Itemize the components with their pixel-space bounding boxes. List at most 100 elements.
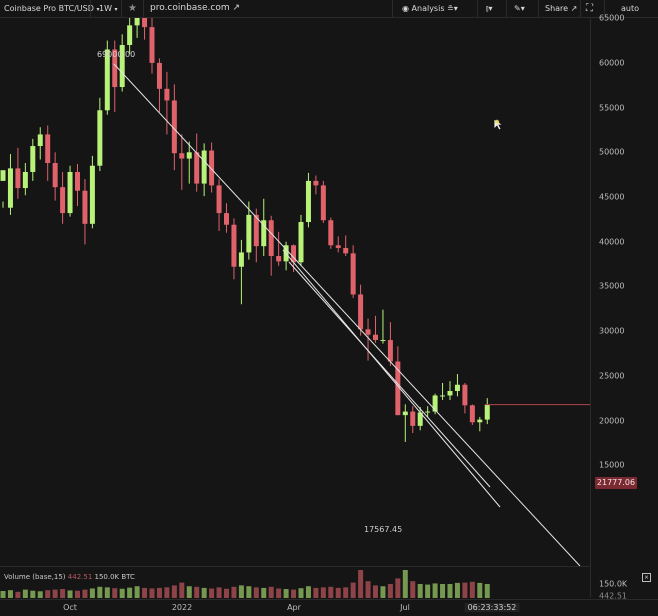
- volume-bar: [127, 587, 133, 598]
- volume-bar: [97, 586, 103, 598]
- volume-bar: [358, 570, 364, 598]
- candle-body: [343, 247, 349, 254]
- volume-value: 442.51: [67, 573, 93, 581]
- volume-bars: [0, 570, 490, 598]
- star-icon[interactable]: ★: [128, 3, 137, 14]
- external-link-icon: ↗: [232, 3, 241, 13]
- candle-body: [313, 180, 319, 186]
- trend-line[interactable]: [288, 261, 491, 488]
- candlestick-chart[interactable]: [0, 18, 590, 566]
- volume-bar: [52, 589, 58, 598]
- price-axis[interactable]: 7000065000600005500050000450004000035000…: [590, 14, 658, 601]
- candle-body: [261, 220, 267, 247]
- collapse-icon[interactable]: ⨯: [642, 573, 651, 582]
- volume-bar: [291, 589, 297, 598]
- volume-bar: [283, 589, 289, 598]
- volume-bar: [179, 582, 185, 598]
- share-label: Share: [545, 4, 569, 13]
- volume-bar: [305, 586, 311, 598]
- volume-axis-bottom: 442.51: [599, 591, 627, 601]
- candle-body: [156, 62, 162, 89]
- volume-bar: [320, 587, 326, 598]
- candle: [149, 18, 155, 74]
- candle-body: [45, 134, 51, 164]
- candle-body: [75, 171, 80, 191]
- candle-body: [104, 49, 110, 111]
- divider: [506, 0, 507, 17]
- time-label-jul: Jul: [400, 603, 410, 612]
- candle: [358, 284, 364, 336]
- volume-bar: [45, 590, 51, 598]
- price-chart[interactable]: 69000.00 17567.45: [0, 18, 590, 566]
- volume-bar: [156, 587, 162, 598]
- candle: [335, 236, 341, 253]
- volume-bar: [75, 590, 80, 598]
- volume-bar: [343, 587, 349, 598]
- chevron-down-icon: ▾: [96, 6, 100, 13]
- candle: [395, 346, 401, 416]
- candle-body: [194, 152, 200, 184]
- volume-bar: [216, 587, 222, 598]
- pen-icon[interactable]: ✎▾: [514, 4, 525, 13]
- candle: [313, 175, 319, 195]
- candle-body: [134, 18, 140, 26]
- analysis-button[interactable]: ◉ Analysis ≞▾: [402, 0, 458, 17]
- volume-bar: [380, 586, 386, 598]
- candle-body: [253, 214, 259, 247]
- interval-selector[interactable]: 1W ▾: [99, 0, 118, 17]
- candle-body: [462, 384, 468, 406]
- volume-bar: [387, 584, 393, 598]
- candle: [417, 407, 423, 431]
- candle-body: [127, 25, 133, 46]
- candle: [171, 84, 177, 171]
- volume-title: Volume (base,15): [4, 573, 66, 581]
- candle-body: [15, 168, 21, 189]
- interval-label: 1W: [99, 4, 112, 13]
- volume-bar: [440, 584, 446, 598]
- candle-body: [142, 18, 148, 28]
- volume-unit: 150.0K BTC: [94, 573, 135, 581]
- time-axis[interactable]: Oct 2022 Apr Jul 06:23:33:52: [0, 599, 658, 616]
- share-button[interactable]: Share ↗: [545, 0, 577, 17]
- volume-bar: [142, 587, 148, 598]
- fullscreen-icon[interactable]: ⛶: [586, 3, 593, 14]
- trend-line[interactable]: [282, 249, 501, 508]
- chart-type-icon[interactable]: ⫾▾: [486, 4, 493, 13]
- candle-body: [231, 224, 237, 267]
- candle-body: [30, 146, 36, 172]
- volume-bar: [171, 585, 177, 598]
- url-link[interactable]: pro.coinbase.com ↗: [150, 0, 240, 17]
- url-label: pro.coinbase.com: [150, 3, 230, 13]
- current-price-tag: 21777.06: [595, 477, 637, 489]
- candle-body: [52, 163, 58, 188]
- volume-bar: [0, 591, 6, 598]
- volume-bar: [37, 591, 43, 598]
- candle-body: [112, 49, 118, 88]
- candle-body: [454, 384, 460, 391]
- candle-body: [365, 329, 371, 335]
- candle-body: [7, 168, 13, 208]
- candle-body: [298, 222, 304, 263]
- symbol-selector[interactable]: Coinbase Pro BTC/USD ▾: [4, 0, 99, 17]
- divider: [143, 0, 144, 17]
- candle: [410, 406, 416, 434]
- candle: [328, 217, 334, 249]
- candle-body: [328, 220, 334, 246]
- candle: [52, 152, 58, 201]
- candle-body: [387, 340, 393, 362]
- volume-bar: [7, 590, 13, 598]
- candle: [432, 393, 438, 415]
- chevron-down-icon: ▾: [114, 6, 118, 13]
- candle: [224, 203, 229, 233]
- candle: [238, 239, 244, 305]
- candle: [7, 154, 13, 215]
- volume-bar: [238, 585, 244, 598]
- candle-body: [89, 165, 95, 224]
- volume-bar: [402, 570, 408, 598]
- time-label-apr: Apr: [287, 603, 301, 612]
- candle: [194, 133, 200, 192]
- time-label-2022: 2022: [171, 603, 193, 612]
- volume-bar: [209, 588, 215, 598]
- scale-mode-button[interactable]: auto: [621, 4, 640, 13]
- trend-line[interactable]: [113, 63, 581, 566]
